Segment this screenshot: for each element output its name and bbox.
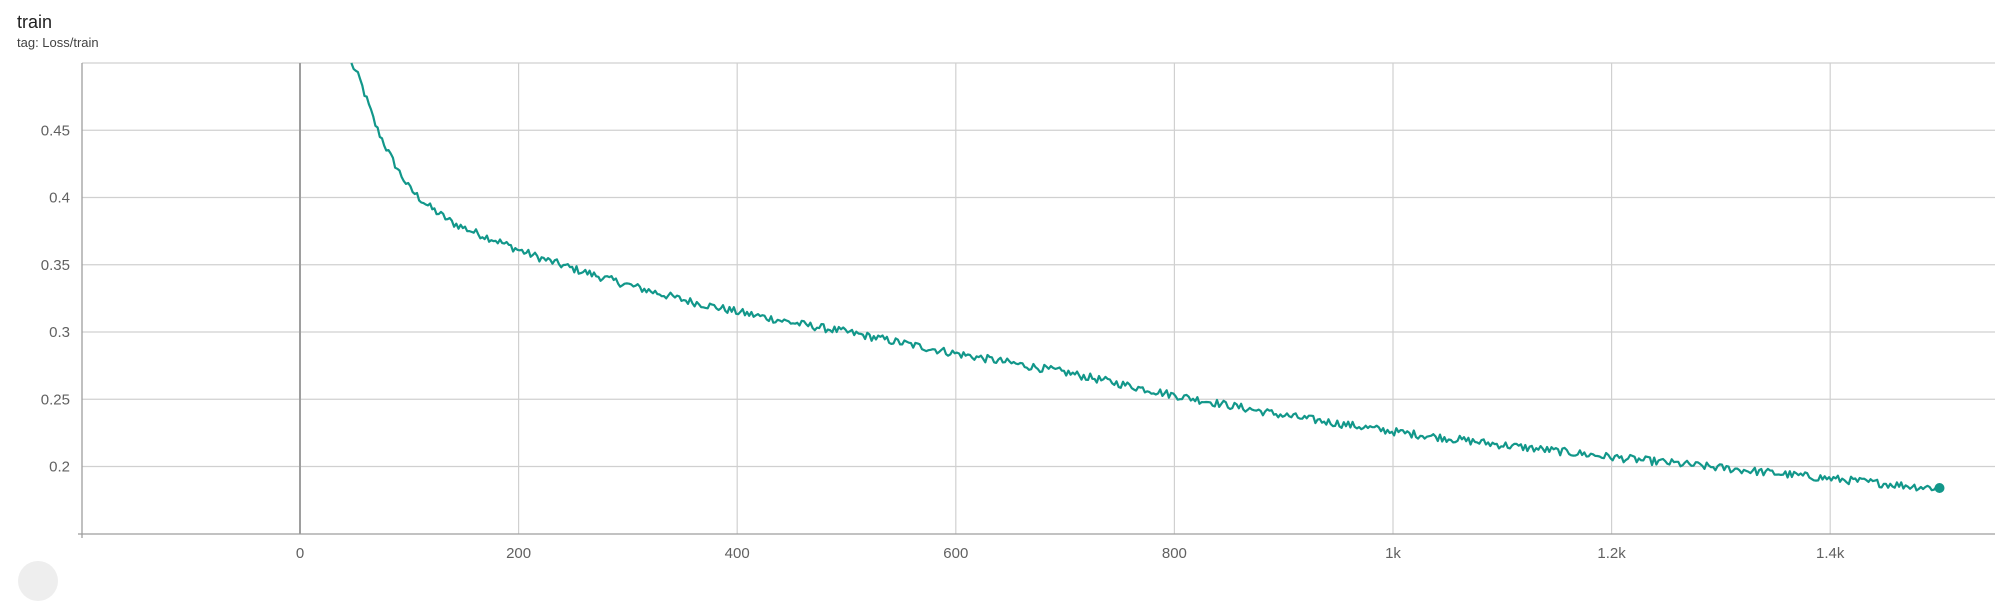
y-tick-label: 0.4 bbox=[49, 190, 70, 207]
y-tick-label: 0.3 bbox=[49, 324, 70, 341]
x-tick-label: 200 bbox=[506, 545, 531, 562]
series-line bbox=[350, 62, 1939, 492]
x-tick-label: 1.4k bbox=[1816, 545, 1845, 562]
y-tick-label: 0.35 bbox=[41, 257, 70, 274]
y-tick-label: 0.45 bbox=[41, 122, 70, 139]
x-tick-label: 1k bbox=[1385, 545, 1401, 562]
series-layer bbox=[350, 62, 1945, 494]
x-tick-label: 400 bbox=[725, 545, 750, 562]
card-header: train tag: Loss/train bbox=[17, 11, 99, 52]
x-tick-label: 600 bbox=[943, 545, 968, 562]
tick-labels: 0.2 0.25 0.3 0.35 0.4 0.45 0 200 400 600 800 1k 1.2k… bbox=[41, 122, 1845, 562]
y-tick-label: 0.2 bbox=[49, 459, 70, 476]
x-tick-label: 1.2k bbox=[1597, 545, 1626, 562]
chart-menu-button[interactable] bbox=[18, 561, 58, 601]
series-end-point bbox=[1934, 483, 1945, 494]
grid-layer bbox=[82, 62, 1995, 534]
y-tick-label: 0.25 bbox=[41, 391, 70, 408]
axis-layer bbox=[78, 63, 1995, 538]
x-tick-label: 0 bbox=[296, 545, 304, 562]
x-tick-label: 800 bbox=[1162, 545, 1187, 562]
chart-tag: tag: Loss/train bbox=[17, 35, 99, 50]
chart-title: train bbox=[17, 12, 53, 32]
loss-chart[interactable]: 0.2 0.25 0.3 0.35 0.4 0.45 0 200 400 600 800 1k 1.2k… bbox=[0, 0, 1995, 571]
